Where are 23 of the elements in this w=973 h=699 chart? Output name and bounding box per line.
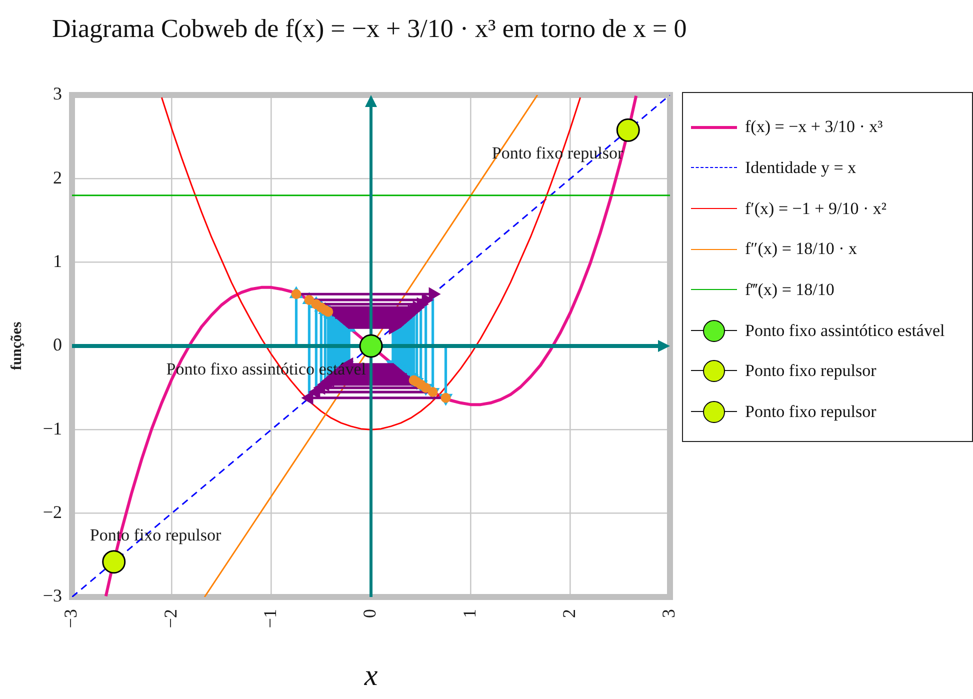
legend-label: f′(x) = −1 + 9/10 · x² bbox=[745, 198, 886, 219]
y-tick-label: 3 bbox=[53, 84, 62, 104]
legend-label: Identidade y = x bbox=[745, 158, 856, 178]
y-tick-label: 0 bbox=[53, 334, 62, 355]
legend-label: f(x) = −x + 3/10 · x³ bbox=[745, 117, 883, 138]
y-tick-label: −2 bbox=[42, 502, 62, 522]
legend-label: Ponto fixo repulsor bbox=[745, 402, 876, 422]
legend-label: f″(x) = 18/10 · x bbox=[745, 239, 858, 260]
x-tick-label: 3 bbox=[658, 609, 679, 618]
y-axis-title: funções bbox=[8, 322, 25, 370]
x-tick-label: 2 bbox=[559, 609, 580, 618]
y-tick-label: 2 bbox=[53, 167, 62, 188]
x-tick-label: 0 bbox=[360, 609, 380, 618]
legend-label: Ponto fixo repulsor bbox=[745, 361, 876, 382]
x-tick-label: −2 bbox=[160, 609, 180, 628]
legend-label: Ponto fixo assintótico estável bbox=[745, 320, 945, 341]
x-axis-title: x bbox=[363, 658, 378, 692]
x-tick-label: −1 bbox=[260, 609, 280, 628]
x-tick-label: 1 bbox=[459, 609, 480, 618]
chart-title: Diagrama Cobweb de f(x) = −x + 3/10 · x³ em torno de x = 0 bbox=[52, 13, 687, 44]
y-tick-label: −1 bbox=[42, 418, 62, 438]
y-tick-label: 1 bbox=[53, 251, 62, 272]
legend-label: f‴(x) = 18/10 bbox=[745, 280, 834, 300]
